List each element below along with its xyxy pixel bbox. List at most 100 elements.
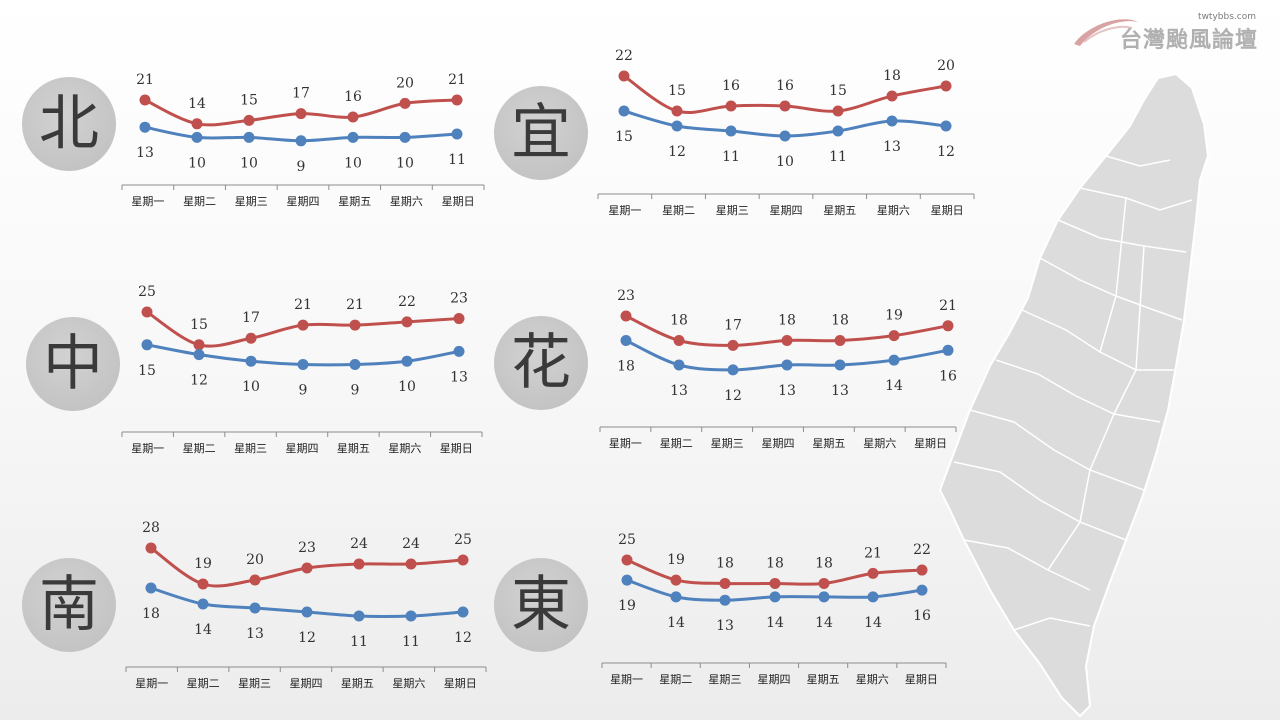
region-circle: 花 xyxy=(494,316,588,410)
x-tick-label: 星期一 xyxy=(131,195,164,208)
panel-central: 中 星期一 星期二 星期三 星期四 星期五 星期六 星期日 25 15 17 21 21 22 23 15 1… xyxy=(18,275,488,475)
x-tick-label: 星期三 xyxy=(711,437,744,450)
low-temp-point xyxy=(347,131,359,143)
chart-hualien: 星期一 星期二 星期三 星期四 星期五 星期六 星期日 23 18 17 18 18 19 21 18 13 1… xyxy=(599,288,957,450)
chart-central: 星期一 星期二 星期三 星期四 星期五 星期六 星期日 25 15 17 21 21 22 23 15 12 1… xyxy=(121,284,483,455)
high-temp-point xyxy=(245,332,257,344)
x-tick-label: 星期六 xyxy=(856,673,889,686)
low-temp-label: 16 xyxy=(939,368,957,384)
high-temp-point xyxy=(618,70,630,82)
x-tick-label: 星期四 xyxy=(770,204,803,217)
x-tick-label: 星期六 xyxy=(388,442,421,455)
low-temp-point xyxy=(399,131,411,143)
x-tick-label: 星期三 xyxy=(708,673,741,686)
high-temp-point xyxy=(940,80,952,92)
low-temp-label: 13 xyxy=(831,383,849,399)
high-temp-point xyxy=(399,97,411,109)
x-tick-label: 星期四 xyxy=(762,437,795,450)
low-temp-point xyxy=(243,131,255,143)
low-temp-label: 14 xyxy=(194,622,212,638)
low-temp-point xyxy=(670,591,682,603)
high-temp-label: 22 xyxy=(913,542,931,558)
low-temp-label: 10 xyxy=(776,154,794,170)
low-temp-point xyxy=(453,345,465,357)
low-temp-label: 11 xyxy=(829,149,847,165)
low-temp-label: 11 xyxy=(350,634,368,650)
high-temp-label: 18 xyxy=(766,555,784,571)
x-tick-label: 星期二 xyxy=(662,204,695,217)
high-temp-point xyxy=(401,316,413,328)
low-temp-point xyxy=(818,591,830,603)
high-temp-label: 20 xyxy=(246,552,264,568)
x-tick-label: 星期二 xyxy=(659,673,692,686)
high-temp-point xyxy=(620,310,632,322)
panel-east: 東 星期一 星期二 星期三 星期四 星期五 星期六 星期日 25 19 18 18 18 21 22 19 1… xyxy=(490,510,960,710)
low-temp-label: 12 xyxy=(668,144,686,160)
high-temp-point xyxy=(832,105,844,117)
low-temp-point xyxy=(405,610,417,622)
x-tick-label: 星期一 xyxy=(135,677,168,690)
low-temp-label: 10 xyxy=(344,155,362,171)
x-tick-label: 星期五 xyxy=(807,673,840,686)
low-temp-label: 14 xyxy=(766,615,784,631)
x-tick-label: 星期三 xyxy=(238,677,271,690)
high-temp-label: 18 xyxy=(670,313,688,329)
low-temp-label: 15 xyxy=(138,363,156,379)
high-temp-point xyxy=(457,554,469,566)
x-tick-label: 星期二 xyxy=(187,677,220,690)
low-temp-label: 14 xyxy=(885,378,903,394)
low-temp-point xyxy=(297,358,309,370)
x-tick-label: 星期六 xyxy=(863,437,896,450)
x-tick-label: 星期六 xyxy=(392,677,425,690)
high-temp-point xyxy=(451,94,463,106)
low-temp-label: 12 xyxy=(190,373,208,389)
low-temp-point xyxy=(725,125,737,137)
high-temp-point xyxy=(295,108,307,120)
high-temp-point xyxy=(888,330,900,342)
x-tick-label: 星期一 xyxy=(609,437,642,450)
high-temp-label: 15 xyxy=(190,317,208,333)
low-temp-label: 9 xyxy=(351,382,360,398)
low-temp-label: 16 xyxy=(913,608,931,624)
high-temp-label: 25 xyxy=(454,532,472,548)
low-temp-point xyxy=(834,359,846,371)
x-tick-label: 星期四 xyxy=(287,195,320,208)
low-temp-point xyxy=(671,120,683,132)
high-temp-point xyxy=(769,577,781,589)
high-temp-label: 21 xyxy=(136,72,154,88)
low-temp-label: 12 xyxy=(937,144,955,160)
low-temp-label: 11 xyxy=(402,634,420,650)
high-temp-point xyxy=(779,100,791,112)
x-tick-label: 星期二 xyxy=(183,442,216,455)
chart-south: 星期一 星期二 星期三 星期四 星期五 星期六 星期日 28 19 20 23 24 24 25 18 14 1… xyxy=(125,520,487,690)
high-temp-point xyxy=(145,542,157,554)
high-temp-label: 22 xyxy=(398,294,416,310)
high-temp-point xyxy=(453,313,465,325)
x-tick-label: 星期四 xyxy=(758,673,791,686)
low-temp-label: 18 xyxy=(142,606,160,622)
low-temp-point xyxy=(779,130,791,142)
high-temp-point xyxy=(353,558,365,570)
low-temp-point xyxy=(719,594,731,606)
high-temp-label: 16 xyxy=(722,78,740,94)
low-temp-point xyxy=(940,120,952,132)
high-temp-label: 21 xyxy=(294,297,312,313)
high-temp-label: 16 xyxy=(344,89,362,105)
low-temp-point xyxy=(618,105,630,117)
x-tick-label: 星期日 xyxy=(442,195,475,208)
high-temp-label: 25 xyxy=(618,532,636,548)
high-temp-point xyxy=(673,335,685,346)
low-temp-label: 12 xyxy=(298,630,316,646)
high-temp-label: 18 xyxy=(831,313,849,329)
x-tick-label: 星期日 xyxy=(931,204,964,217)
high-temp-label: 15 xyxy=(240,92,258,108)
low-temp-label: 13 xyxy=(246,626,264,642)
low-temp-label: 10 xyxy=(240,155,258,171)
high-temp-point xyxy=(719,577,731,589)
high-temp-point xyxy=(834,335,846,346)
low-temp-label: 18 xyxy=(617,359,635,375)
low-temp-label: 11 xyxy=(722,149,740,165)
high-temp-point xyxy=(671,105,683,117)
high-temp-point xyxy=(405,558,417,570)
high-temp-point xyxy=(191,118,203,130)
